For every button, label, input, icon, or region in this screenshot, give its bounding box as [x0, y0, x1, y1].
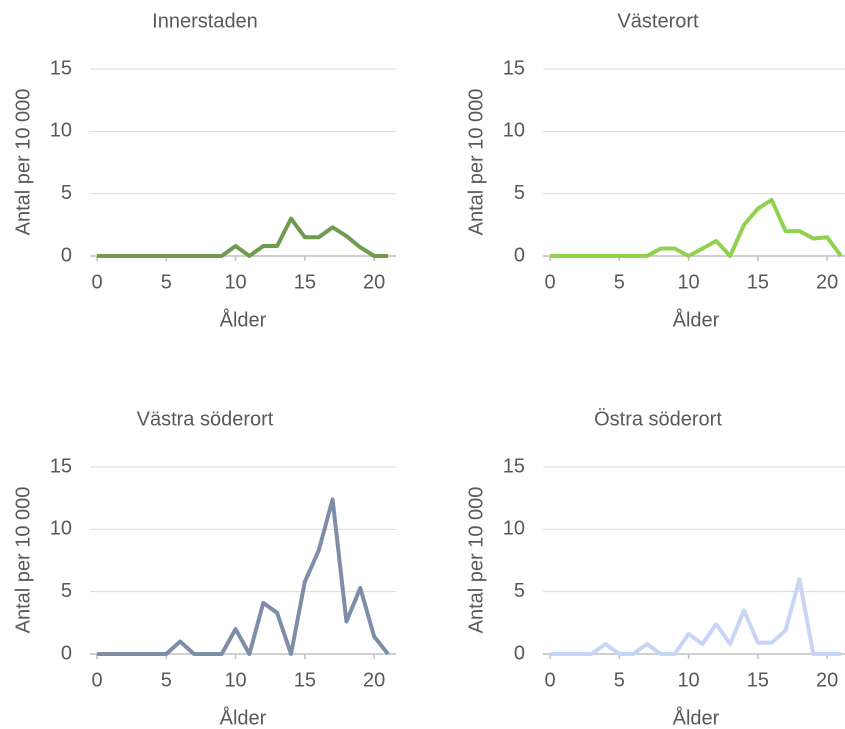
y-tick-label: 5 [514, 580, 525, 602]
x-tick-label: 10 [224, 669, 246, 691]
y-tick-label: 10 [503, 518, 525, 540]
x-axis-label: Ålder [673, 308, 720, 331]
y-tick-label: 10 [503, 120, 525, 142]
x-tick-label: 15 [747, 271, 769, 293]
y-tick-label: 5 [61, 580, 72, 602]
y-tick-label: 15 [503, 57, 525, 79]
x-tick-label: 15 [294, 669, 316, 691]
x-tick-label: 0 [91, 271, 102, 293]
line [97, 216, 388, 258]
line [550, 577, 841, 656]
x-tick-label: 0 [544, 669, 555, 691]
y-tick-label: 5 [514, 182, 525, 204]
x-tick-label: 10 [677, 669, 699, 691]
chart: Västra söderort 0 5 10 15 0 5 10 15 20 Ålder Antal … [12, 408, 396, 729]
x-tick-label: 5 [614, 271, 625, 293]
x-tick-label: 20 [816, 669, 838, 691]
y-axis-label: Antal per 10 000 [465, 89, 487, 236]
y-tick-label: 10 [50, 518, 72, 540]
chart-title: Östra söderort [594, 408, 722, 430]
y-tick-label: 0 [61, 244, 72, 266]
line [97, 497, 390, 656]
y-tick-label: 15 [50, 455, 72, 477]
x-tick-label: 20 [363, 271, 385, 293]
x-axis-label: Ålder [673, 706, 720, 729]
x-tick-label: 5 [161, 271, 172, 293]
x-tick-label: 20 [363, 669, 385, 691]
line [550, 197, 843, 258]
x-tick-label: 15 [747, 669, 769, 691]
chart-title: Västerort [617, 10, 699, 32]
chart-title: Västra söderort [137, 408, 274, 430]
x-tick-label: 10 [677, 271, 699, 293]
y-axis-label: Antal per 10 000 [465, 487, 487, 634]
x-axis-label: Ålder [220, 706, 267, 729]
x-tick-label: 20 [816, 271, 838, 293]
y-tick-label: 0 [514, 642, 525, 664]
y-tick-label: 0 [514, 244, 525, 266]
x-tick-label: 15 [294, 271, 316, 293]
y-tick-label: 15 [503, 455, 525, 477]
x-tick-label: 10 [224, 271, 246, 293]
chart: Innerstaden 0 5 10 15 0 5 10 15 20 Ålder Antal per … [12, 10, 396, 331]
chart: Östra söderort 0 5 10 15 0 5 10 15 20 Ålder Antal p… [465, 408, 845, 729]
y-tick-label: 5 [61, 182, 72, 204]
chart: Västerort 0 5 10 15 0 5 10 15 20 Ålder Antal per 10… [465, 10, 845, 331]
x-axis-label: Ålder [220, 308, 267, 331]
y-axis-label: Antal per 10 000 [12, 487, 34, 634]
y-tick-label: 15 [50, 57, 72, 79]
chart-title: Innerstaden [152, 10, 258, 32]
x-tick-label: 5 [614, 669, 625, 691]
y-axis-label: Antal per 10 000 [12, 89, 34, 236]
y-tick-label: 10 [50, 120, 72, 142]
x-tick-label: 0 [91, 669, 102, 691]
x-tick-label: 0 [544, 271, 555, 293]
x-tick-label: 5 [161, 669, 172, 691]
y-tick-label: 0 [61, 642, 72, 664]
